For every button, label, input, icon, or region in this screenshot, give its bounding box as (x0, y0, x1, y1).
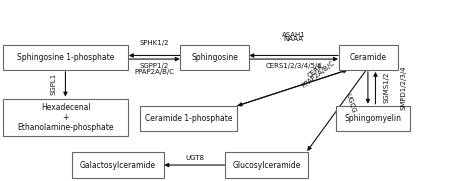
Text: PPAP2A/B/C: PPAP2A/B/C (301, 60, 336, 89)
FancyBboxPatch shape (225, 152, 308, 178)
FancyBboxPatch shape (338, 45, 398, 70)
Text: Sphingosine: Sphingosine (191, 53, 238, 62)
Text: SGPP1/2: SGPP1/2 (140, 63, 169, 69)
FancyBboxPatch shape (140, 106, 237, 131)
Text: NAAA: NAAA (284, 36, 304, 42)
Text: ASAH1: ASAH1 (282, 31, 306, 37)
Text: PPAP2A/B/C: PPAP2A/B/C (134, 69, 174, 75)
Text: Sphingosine 1-phosphate: Sphingosine 1-phosphate (17, 53, 114, 62)
Text: Ceramide 1-phosphate: Ceramide 1-phosphate (145, 114, 232, 123)
Text: CERK: CERK (307, 63, 325, 79)
Text: CERS1/2/3/4/5/6: CERS1/2/3/4/5/6 (265, 63, 322, 69)
Text: Glucosylceramide: Glucosylceramide (232, 161, 301, 170)
Text: UGT8: UGT8 (185, 155, 204, 161)
Text: Hexadecenal
+
Ethanolamine-phosphate: Hexadecenal + Ethanolamine-phosphate (18, 103, 114, 132)
Text: SGPL1: SGPL1 (51, 73, 56, 95)
Text: Sphingomyelin: Sphingomyelin (345, 114, 401, 123)
FancyBboxPatch shape (3, 99, 128, 136)
FancyBboxPatch shape (72, 152, 164, 178)
Text: Ceramide: Ceramide (350, 53, 387, 62)
Text: SGMS1/2: SGMS1/2 (383, 72, 390, 104)
FancyBboxPatch shape (3, 45, 128, 70)
FancyBboxPatch shape (180, 45, 249, 70)
Text: UGCG: UGCG (345, 92, 357, 114)
Text: SMPD1/2/3/4: SMPD1/2/3/4 (400, 66, 406, 110)
Text: SPHK1/2: SPHK1/2 (139, 40, 169, 46)
Text: Galactosylceramide: Galactosylceramide (80, 161, 156, 170)
FancyBboxPatch shape (336, 106, 410, 131)
